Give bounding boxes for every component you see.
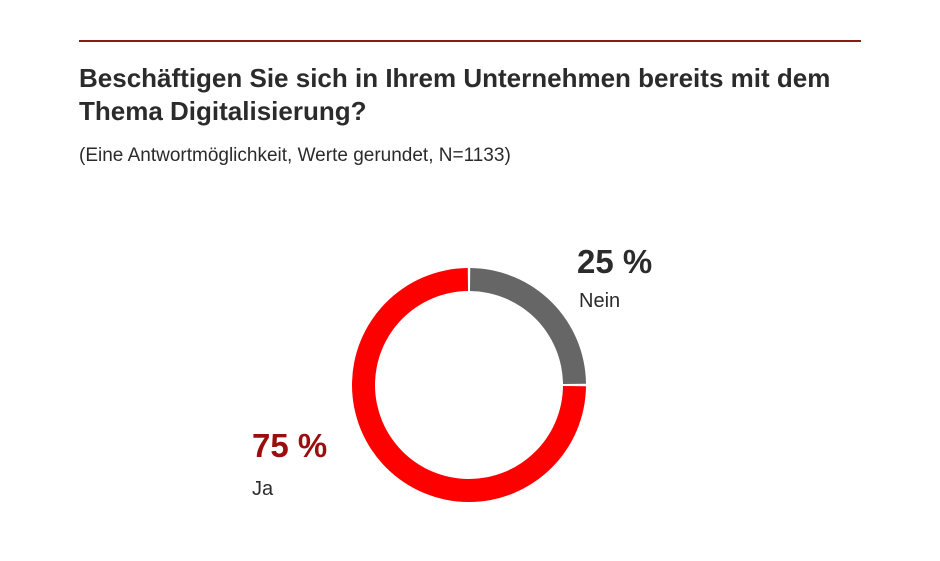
top-rule	[79, 40, 861, 42]
slice-value-label-nein: 25 %	[577, 243, 653, 280]
chart-subtitle: (Eine Antwortmöglichkeit, Werte gerundet…	[79, 145, 511, 166]
slice-layer	[352, 268, 586, 502]
donut-slice-nein	[469, 268, 586, 385]
slice-value-label-ja: 75 %	[252, 427, 328, 464]
chart-title: Beschäftigen Sie sich in Ihrem Unternehm…	[79, 63, 831, 126]
slice-name-label-ja: Ja	[252, 478, 274, 500]
slice-name-label-nein: Nein	[579, 290, 621, 312]
